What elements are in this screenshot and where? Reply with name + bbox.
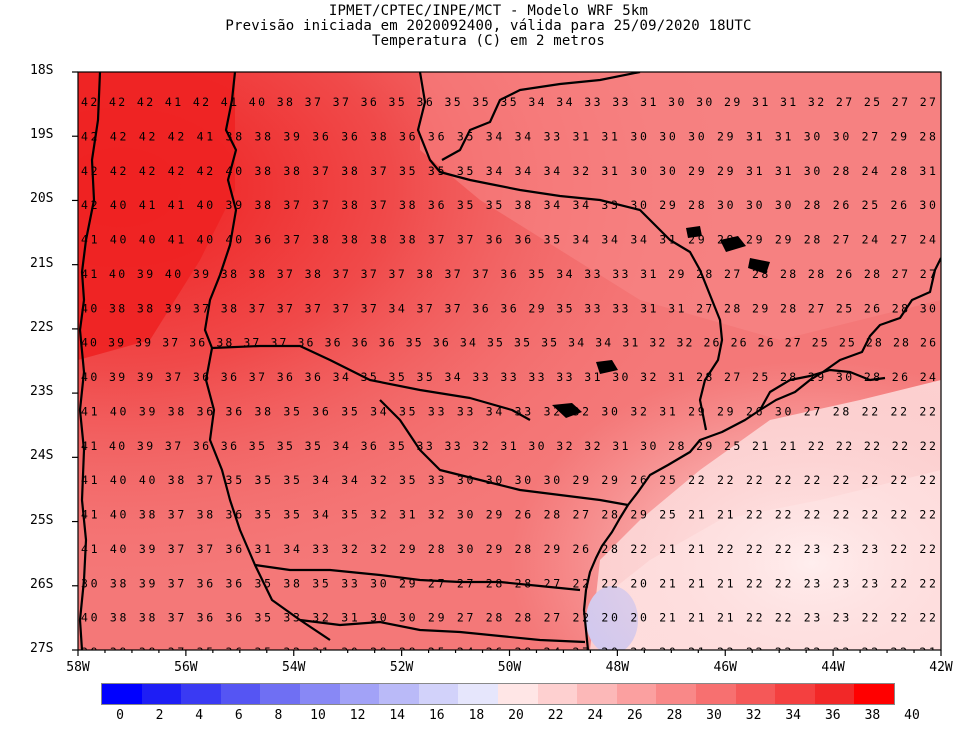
map-field [78, 72, 941, 650]
latitude-label: 22S [30, 319, 54, 335]
grid-value-row: 42 40 41 41 40 39 38 37 37 38 37 38 36 3… [81, 198, 936, 212]
colorbar-swatch [814, 684, 855, 704]
colorbar-swatch [577, 684, 618, 704]
colorbar-swatch [339, 684, 380, 704]
grid-value-row: 42 42 42 42 41 38 38 39 36 36 38 36 36 3… [81, 129, 936, 143]
lake-1 [552, 403, 582, 418]
colorbar-swatch [656, 684, 697, 704]
colorbar-label: 12 [349, 708, 366, 723]
colorbar-label: 6 [234, 708, 243, 723]
longitude-label: 50W [497, 660, 522, 675]
colorbar-label: 20 [508, 708, 524, 723]
state-border-c [416, 72, 724, 431]
colorbar-swatch [498, 684, 538, 704]
grid-value-row: 41 40 40 38 37 35 35 35 34 34 32 35 33 3… [81, 473, 936, 487]
colorbar-swatch [141, 684, 182, 704]
latitude-label: 21S [30, 255, 54, 271]
colorbar-swatch [102, 684, 142, 704]
latitude-label: 25S [30, 512, 54, 528]
grid-value-row: 41 40 38 37 38 36 35 35 34 35 32 31 32 3… [81, 508, 936, 522]
grid-value-row: 42 42 42 42 42 40 38 38 37 38 37 35 35 3… [81, 164, 936, 178]
longitude-label: 58W [66, 660, 90, 675]
colorbar-label: 14 [389, 708, 406, 723]
colorbar-label: 28 [666, 708, 683, 723]
longitude-label: 44W [821, 660, 845, 675]
colorbar-label: 40 [904, 708, 920, 723]
longitude-label: 42W [929, 660, 953, 675]
grid-value-row: 30 38 39 37 36 36 35 38 35 33 30 29 27 2… [81, 576, 936, 590]
colorbar-label: 0 [116, 708, 124, 723]
latitude-label: 19S [30, 127, 54, 143]
colorbar-swatch [458, 684, 499, 704]
map-title-line-2: Previsão iniciada em 2020092400, válida … [225, 18, 752, 34]
map-title-line-3: Temperatura (C) em 2 metros [372, 33, 605, 49]
colorbar-swatch [379, 684, 420, 704]
state-border-a [78, 72, 102, 650]
longitude-label: 46W [713, 660, 737, 675]
longitude-label: 52W [389, 660, 414, 675]
lake-2 [596, 360, 618, 374]
axis-ticks [72, 71, 942, 656]
colorbar-swatch [616, 684, 657, 704]
coastline [582, 257, 941, 650]
colorbar-label: 4 [195, 708, 204, 723]
colorbar-swatch [260, 684, 301, 704]
grid-value-row: 40 39 39 37 36 38 37 37 36 36 36 36 35 3… [81, 336, 936, 350]
colorbar-swatch [854, 684, 895, 704]
grid-value-row: 41 40 39 37 37 36 31 34 33 32 32 29 28 3… [81, 542, 936, 556]
longitude-label: 54W [282, 660, 306, 675]
colorbar-label: 2 [155, 708, 164, 723]
colorbar-label: 26 [626, 708, 643, 723]
latitude-label: 18S [30, 63, 54, 78]
state-border-g [299, 618, 586, 644]
colorbar-label: 32 [745, 708, 762, 723]
colorbar-swatch [300, 684, 340, 704]
colorbar-swatch [220, 684, 261, 704]
lake-4 [748, 258, 770, 274]
state-border-d [441, 72, 641, 161]
colorbar-swatch [735, 684, 776, 704]
colorbar-label: 8 [274, 708, 283, 723]
lake-3 [720, 236, 746, 252]
longitude-label: 56W [174, 660, 198, 675]
colorbar-swatch [537, 684, 578, 704]
latitude-label: 26S [30, 576, 54, 592]
state-border-e [379, 399, 629, 507]
colorbar-label: 22 [547, 708, 564, 723]
grid-value-row: 39 39 38 37 35 36 35 32 31 30 29 28 25 2… [81, 645, 936, 659]
colorbar-swatch [696, 684, 736, 704]
longitude-label: 48W [605, 660, 630, 675]
borders [78, 72, 941, 650]
colorbar-label: 34 [785, 708, 802, 723]
colorbar-label: 16 [428, 708, 445, 723]
state-border-f [254, 563, 581, 592]
lake-5 [686, 226, 702, 238]
colorbar-swatch [775, 684, 816, 704]
grid-value-row: 41 40 39 38 36 36 38 35 36 35 34 35 33 3… [81, 404, 936, 418]
colorbar-label: 18 [468, 708, 485, 723]
colorbar-label: 10 [310, 708, 326, 723]
latitude-label: 27S [30, 641, 54, 656]
colorbar-swatch [418, 684, 459, 704]
grid-value-row: 40 38 38 37 36 36 35 33 32 31 30 30 29 2… [81, 611, 936, 625]
colorbar-label: 24 [587, 708, 604, 723]
colorbar-swatch [181, 684, 222, 704]
state-border-h [759, 368, 886, 411]
colorbar-label: 38 [864, 708, 881, 723]
latitude-label: 24S [30, 448, 54, 464]
river-parana [211, 344, 531, 421]
grid-value-row: 41 40 40 41 40 40 36 37 38 38 38 38 37 3… [81, 233, 936, 247]
field-cool-overlay [78, 72, 941, 650]
map-title-line-1: IPMET/CPTEC/INPE/MCT - Modelo WRF 5km [328, 3, 649, 19]
latitude-label: 23S [30, 384, 54, 400]
lakes [552, 226, 770, 418]
latitude-label: 20S [30, 191, 54, 207]
colorbar-label: 36 [824, 708, 841, 723]
colorbar-label: 30 [706, 708, 722, 723]
